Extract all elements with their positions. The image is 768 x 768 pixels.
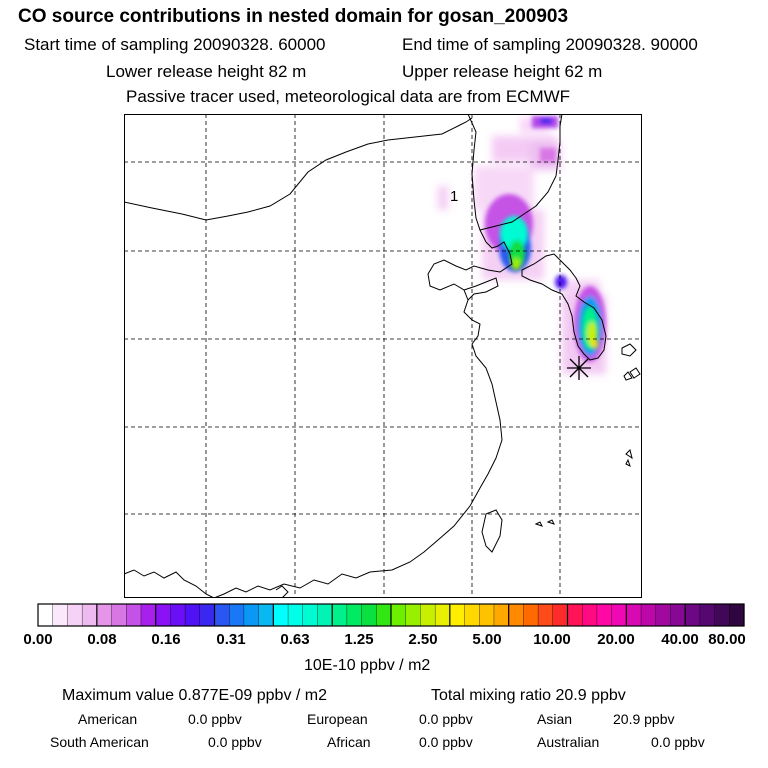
end-time: End time of sampling 20090328. 90000 bbox=[402, 35, 698, 54]
colorbar-cell bbox=[699, 603, 716, 627]
region-value-african: 0.0 ppbv bbox=[419, 734, 473, 750]
colorbar-cell bbox=[479, 603, 495, 627]
lat-lon-grid bbox=[124, 114, 642, 598]
map-frame bbox=[124, 114, 642, 598]
colorbar-cell bbox=[611, 603, 627, 627]
colorbar-cell bbox=[626, 603, 642, 627]
colorbar-tick-8: 10.00 bbox=[533, 631, 571, 648]
tracer-info: Passive tracer used, meteorological data… bbox=[126, 87, 571, 106]
colorbar-cell bbox=[81, 603, 98, 627]
colorbar-major-dividers bbox=[96, 604, 686, 626]
colorbar-cell bbox=[229, 603, 245, 627]
colorbar-cell bbox=[287, 603, 304, 627]
colorbar-cell bbox=[67, 603, 83, 627]
start-time: Start time of sampling 20090328. 60000 bbox=[24, 35, 326, 54]
colorbar-cell bbox=[170, 603, 186, 627]
colorbar-cell bbox=[655, 603, 672, 627]
colorbar-cell bbox=[199, 603, 216, 627]
colorbar-cell bbox=[582, 603, 598, 627]
region-name-european: European bbox=[307, 711, 368, 727]
colorbar-cell bbox=[317, 603, 333, 627]
colorbar-cell bbox=[464, 603, 480, 627]
region-value-european: 0.0 ppbv bbox=[419, 711, 473, 727]
colorbar-cell bbox=[243, 603, 260, 627]
coastlines bbox=[124, 114, 641, 598]
colorbar-cell bbox=[670, 603, 686, 627]
colorbar-cell bbox=[523, 603, 539, 627]
region-value-asian: 20.9 ppbv bbox=[613, 711, 675, 727]
colorbar-cell bbox=[449, 603, 466, 627]
colorbar-tick-2: 0.16 bbox=[151, 631, 181, 648]
colorbar-cell bbox=[361, 603, 377, 627]
colorbar-cell bbox=[273, 603, 289, 627]
colorbar-tick-1: 0.08 bbox=[87, 631, 117, 648]
colorbar-tick-3: 0.31 bbox=[216, 631, 246, 648]
receptor-marker-icon[interactable] bbox=[567, 356, 591, 380]
region-value-south-american: 0.0 ppbv bbox=[208, 734, 262, 750]
colorbar-cell bbox=[155, 603, 171, 627]
region-name-asian: Asian bbox=[537, 711, 573, 727]
max-value: Maximum value 0.877E-09 ppbv / m2 bbox=[62, 687, 328, 704]
colorbar-cell bbox=[729, 603, 745, 627]
colorbar-cell bbox=[52, 603, 68, 627]
colorbar-tick-7: 5.00 bbox=[472, 631, 502, 648]
colorbar-units: 10E-10 ppbv / m2 bbox=[304, 657, 431, 674]
region-name-american: American bbox=[78, 711, 138, 727]
colorbar-tick-6: 2.50 bbox=[408, 631, 438, 648]
colorbar-cell bbox=[552, 603, 569, 627]
colorbar-cell bbox=[405, 603, 421, 627]
colorbar-cell bbox=[184, 603, 201, 627]
colorbar-cell bbox=[493, 603, 510, 627]
plume-core bbox=[500, 216, 598, 350]
colorbar-cell bbox=[640, 603, 657, 627]
upper-release-height: Upper release height 62 m bbox=[402, 62, 603, 81]
colorbar-cell bbox=[111, 603, 127, 627]
colorbar-cell bbox=[331, 603, 348, 627]
colorbar-cell bbox=[684, 603, 701, 627]
colorbar-cell bbox=[37, 603, 54, 627]
colorbar-cell bbox=[258, 603, 274, 627]
colorbar-cell bbox=[596, 603, 613, 627]
colorbar-cell bbox=[214, 603, 230, 627]
lower-release-height: Lower release height 82 m bbox=[106, 62, 307, 81]
colorbar-tick-11: 80.00 bbox=[708, 631, 746, 648]
region-value-australian: 0.0 ppbv bbox=[651, 734, 705, 750]
colorbar-tick-4: 0.63 bbox=[280, 631, 310, 648]
colorbar-cell bbox=[126, 603, 142, 627]
colorbar-tick-5: 1.25 bbox=[344, 631, 374, 648]
colorbar-tick-0: 0.00 bbox=[23, 631, 53, 648]
colorbar bbox=[37, 603, 745, 627]
colorbar-tick-10: 40.00 bbox=[661, 631, 699, 648]
colorbar-cell bbox=[390, 603, 407, 627]
colorbar-cell bbox=[302, 603, 319, 627]
colorbar-cell bbox=[346, 603, 363, 627]
colorbar-cell bbox=[567, 603, 583, 627]
region-name-african: African bbox=[327, 734, 371, 750]
region-name-australian: Australian bbox=[537, 734, 600, 750]
colorbar-cell bbox=[434, 603, 451, 627]
colorbar-cell bbox=[96, 603, 113, 627]
colorbar-cell bbox=[714, 603, 730, 627]
colorbar-cell bbox=[537, 603, 554, 627]
total-mixing-ratio: Total mixing ratio 20.9 ppbv bbox=[431, 687, 626, 704]
map-title: CO source contributions in nested domain… bbox=[18, 6, 569, 27]
map-panel[interactable]: 1 bbox=[124, 114, 642, 598]
colorbar-cell bbox=[420, 603, 436, 627]
colorbar-cell bbox=[140, 603, 157, 627]
colorbar-cell bbox=[508, 603, 524, 627]
colorbar-cell bbox=[376, 603, 392, 627]
colorbar-cells bbox=[37, 603, 745, 627]
source-label-1: 1 bbox=[450, 188, 458, 205]
colorbar-tick-9: 20.00 bbox=[597, 631, 635, 648]
colorbar-frame bbox=[37, 603, 745, 627]
region-name-south-american: South American bbox=[50, 734, 149, 750]
region-value-american: 0.0 ppbv bbox=[188, 711, 242, 727]
